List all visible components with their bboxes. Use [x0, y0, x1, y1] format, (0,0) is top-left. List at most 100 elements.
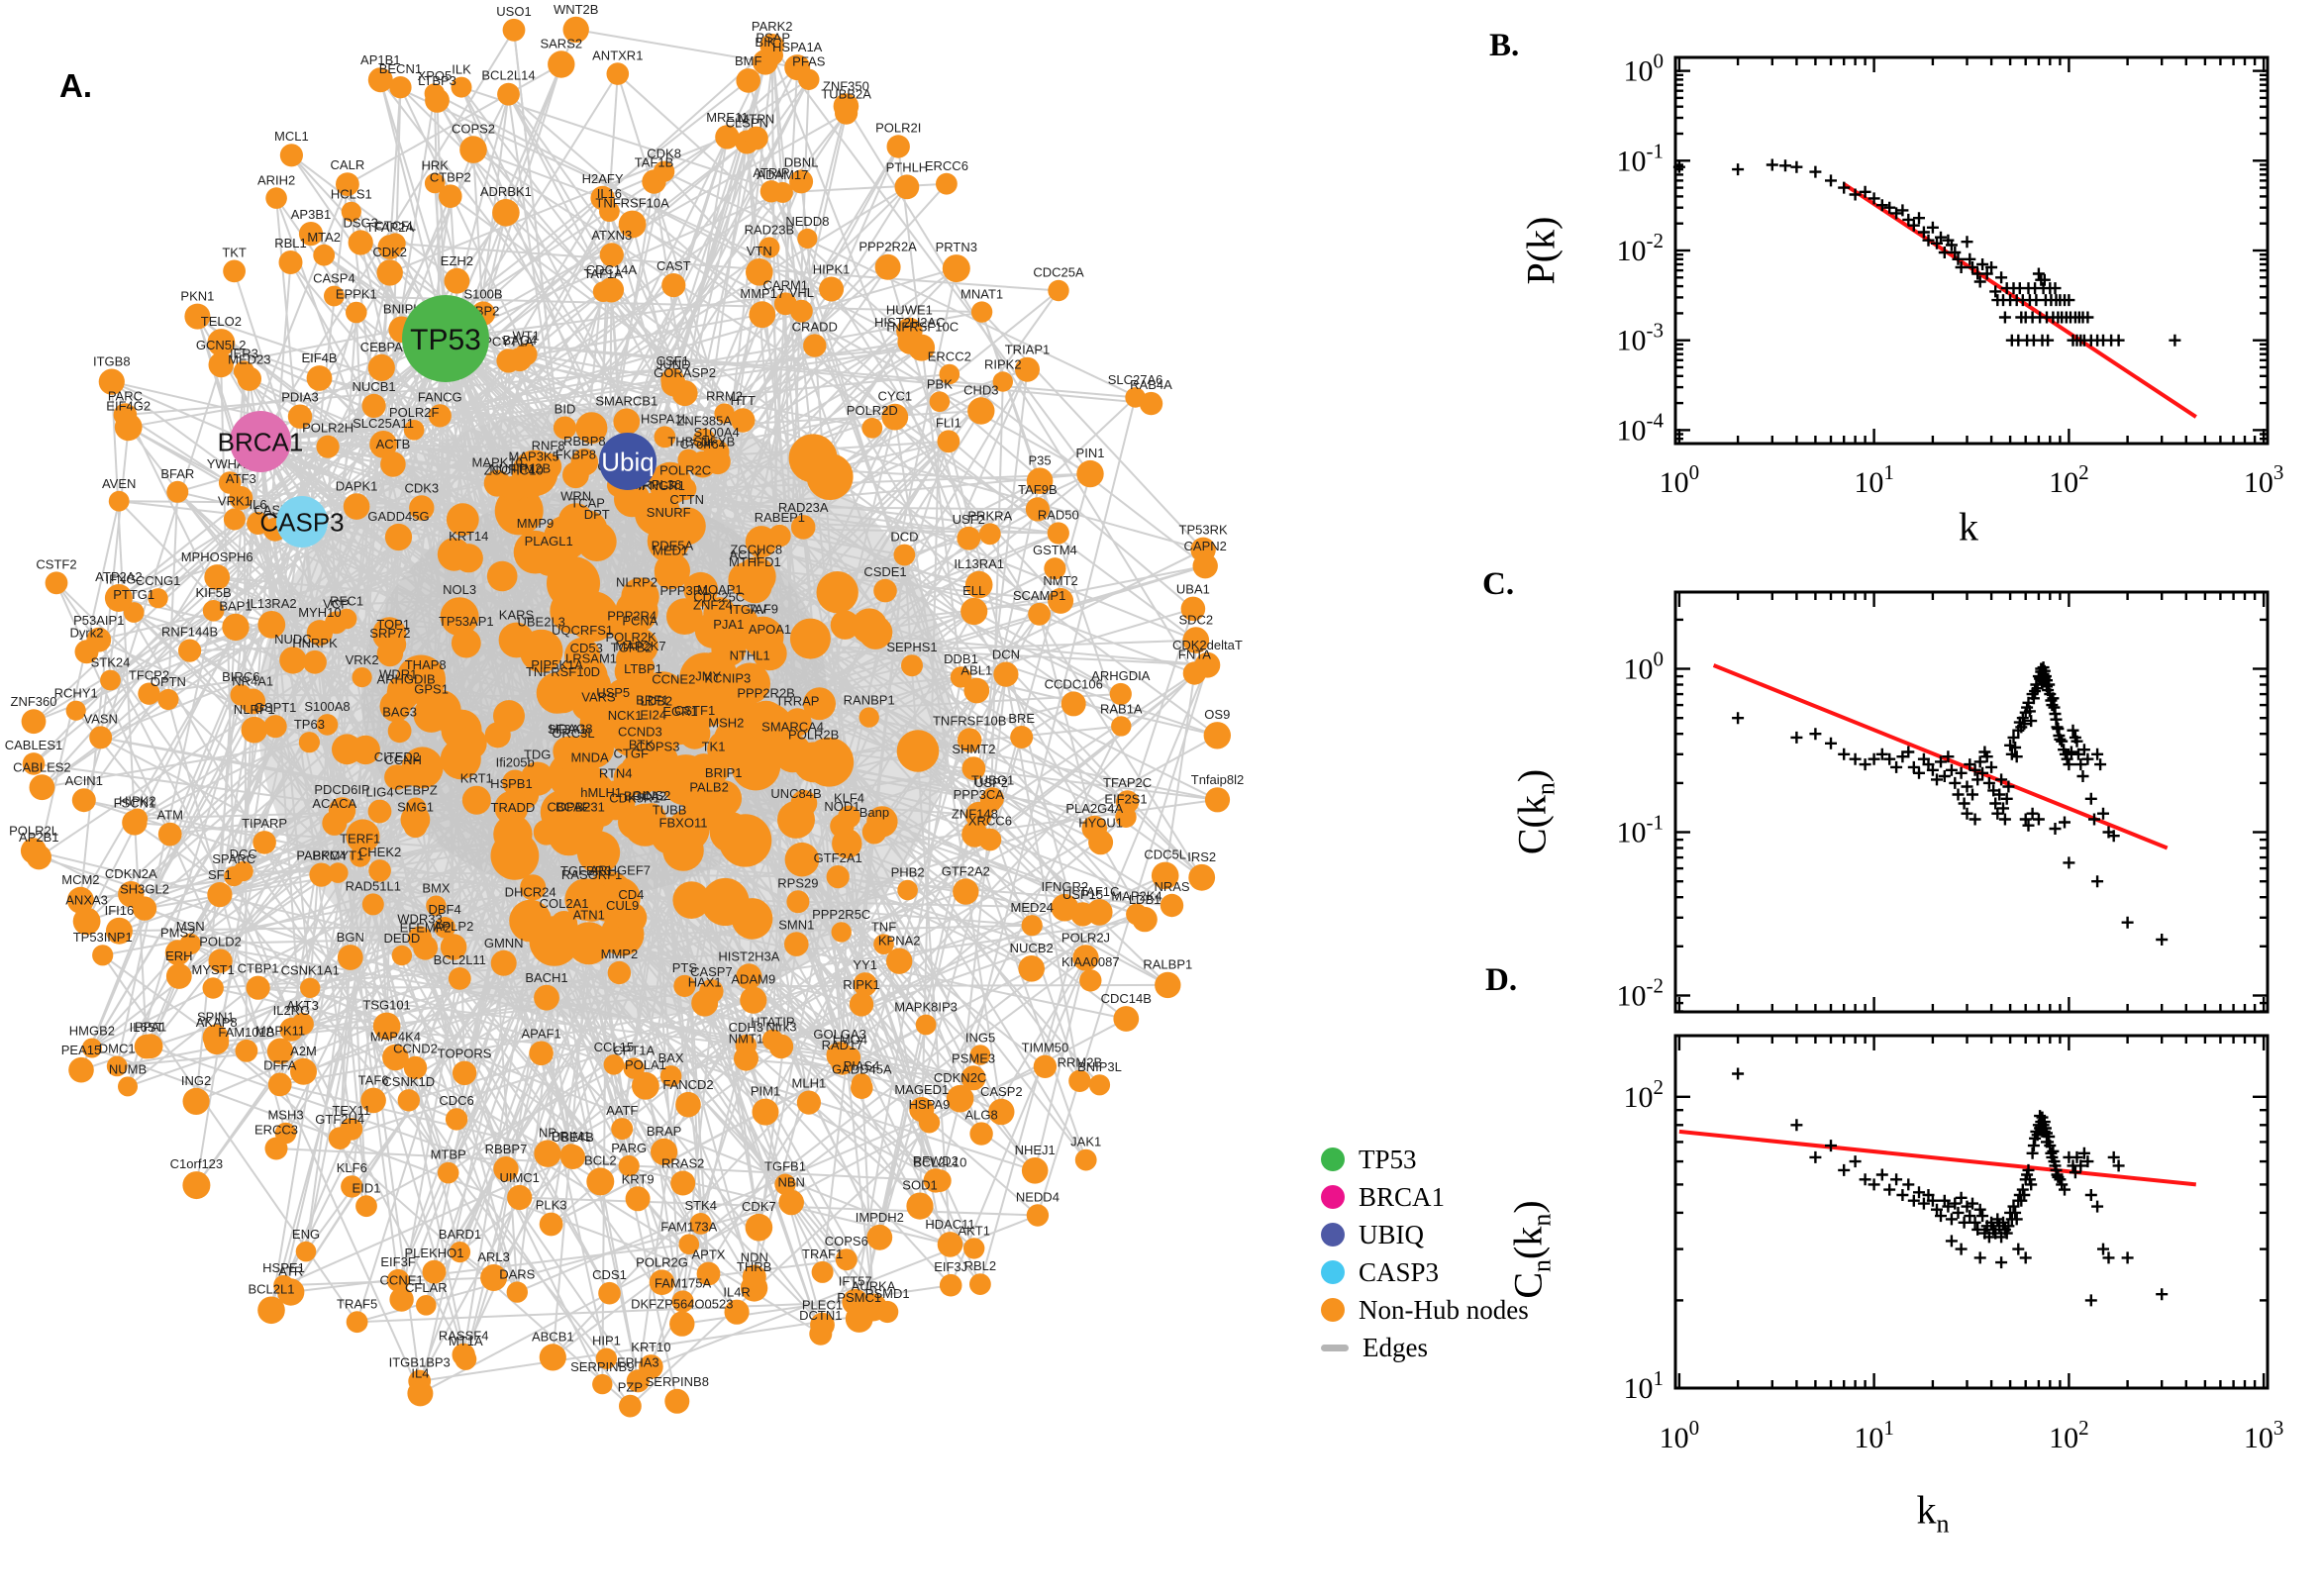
svg-text:UBA1: UBA1: [1176, 582, 1210, 597]
svg-text:MPHOSPH6: MPHOSPH6: [181, 549, 253, 564]
svg-text:ING5: ING5: [965, 1030, 995, 1045]
svg-text:DSG3: DSG3: [343, 215, 377, 230]
svg-text:NLRP2: NLRP2: [616, 575, 657, 590]
svg-text:RBBP8: RBBP8: [563, 434, 606, 449]
legend-item-casp3: CASP3: [1321, 1253, 1529, 1291]
svg-text:CITED2: CITED2: [374, 749, 420, 764]
svg-text:PCNA: PCNA: [622, 614, 657, 629]
svg-text:RCHY1: RCHY1: [54, 686, 98, 701]
svg-text:ZCCHC8: ZCCHC8: [730, 543, 782, 557]
svg-text:HMGB2: HMGB2: [69, 1023, 115, 1038]
svg-text:ITGB1BP3: ITGB1BP3: [389, 1355, 451, 1370]
svg-text:RFC1: RFC1: [330, 594, 363, 609]
y-axis-label-c: C(kn): [1509, 768, 1561, 855]
nonhub-node-icon: [1321, 1298, 1345, 1322]
svg-text:NHEJ1: NHEJ1: [1015, 1143, 1056, 1157]
svg-text:VCP: VCP: [323, 596, 350, 611]
svg-text:SERPINB9: SERPINB9: [570, 1359, 634, 1374]
svg-text:PJA1: PJA1: [713, 617, 744, 632]
svg-text:10-2: 10-2: [1617, 229, 1665, 267]
svg-text:CCNG1: CCNG1: [136, 573, 181, 588]
svg-text:GADD45A: GADD45A: [832, 1061, 892, 1076]
svg-text:CHD3: CHD3: [963, 382, 998, 397]
legend-label: UBIQ: [1359, 1219, 1424, 1249]
svg-text:TAF1A: TAF1A: [583, 266, 623, 281]
svg-text:100: 100: [1660, 460, 1700, 499]
svg-text:BARD1: BARD1: [439, 1227, 481, 1242]
svg-text:RAD51L1: RAD51L1: [346, 878, 401, 893]
svg-text:CDK5R1: CDK5R1: [609, 791, 659, 806]
svg-text:RABEP1: RABEP1: [755, 510, 805, 525]
svg-text:RIPK2: RIPK2: [984, 356, 1022, 371]
svg-text:ATR: ATR: [278, 1263, 303, 1278]
svg-text:WDR1: WDR1: [379, 667, 417, 682]
svg-text:SLC25A11: SLC25A11: [353, 416, 414, 431]
svg-text:RAD23B: RAD23B: [745, 222, 795, 237]
panel-label-b: B.: [1489, 28, 1520, 63]
svg-text:COPB2: COPB2: [547, 800, 590, 815]
svg-text:AKAP8: AKAP8: [196, 1015, 238, 1030]
svg-text:PRKRA: PRKRA: [967, 508, 1012, 523]
svg-text:MNAT1: MNAT1: [960, 286, 1003, 301]
svg-text:TKT: TKT: [222, 246, 247, 260]
svg-text:XRCC6: XRCC6: [968, 814, 1012, 829]
svg-text:CDC25A: CDC25A: [1033, 265, 1084, 280]
svg-text:hMLH1: hMLH1: [580, 785, 622, 800]
svg-text:CDK2: CDK2: [372, 245, 407, 259]
svg-text:DKFZP564O0523: DKFZP564O0523: [631, 1297, 733, 1312]
svg-text:HTATIP: HTATIP: [751, 1015, 794, 1030]
svg-text:BAP1: BAP1: [219, 599, 252, 614]
svg-text:RAD50: RAD50: [1038, 507, 1079, 522]
svg-text:BRF1: BRF1: [636, 692, 668, 707]
svg-text:TIPARP: TIPARP: [242, 816, 287, 831]
panel-label-d: D.: [1485, 962, 1518, 998]
network-node-labels: TAF1A TAF1B TAF1C TAF6 TAF9 TAF9B CEBPZ VRK1 GTF…: [5, 2, 1245, 1395]
svg-text:COPS3: COPS3: [636, 739, 679, 753]
svg-text:CHEK2: CHEK2: [358, 845, 401, 859]
svg-text:GSTM4: GSTM4: [1033, 543, 1077, 557]
svg-text:TAF1C: TAF1C: [1079, 884, 1119, 899]
svg-text:KPNA2: KPNA2: [878, 934, 921, 948]
svg-text:POLR2H: POLR2H: [302, 421, 354, 436]
svg-text:CSNK1A1: CSNK1A1: [281, 963, 340, 978]
plot-B-tick-labels: 100 10-1 10-2 10-3 10-4 100 101 102 103: [1617, 50, 2284, 499]
svg-text:PFAS: PFAS: [792, 54, 826, 69]
svg-text:100: 100: [1624, 50, 1665, 88]
svg-text:TP63: TP63: [294, 717, 325, 732]
svg-text:EIF4B: EIF4B: [301, 350, 337, 365]
svg-text:Ifi205b: Ifi205b: [496, 755, 535, 770]
svg-text:MAPK11: MAPK11: [255, 1024, 305, 1039]
svg-text:MYH10: MYH10: [298, 605, 341, 620]
svg-text:S100A8: S100A8: [304, 699, 350, 714]
svg-text:103: 103: [2244, 460, 2284, 499]
svg-text:TAF9: TAF9: [748, 602, 778, 617]
svg-text:HYOU1: HYOU1: [1078, 815, 1123, 830]
svg-text:POLR2I: POLR2I: [875, 120, 921, 135]
svg-text:CEBPA: CEBPA: [360, 340, 403, 354]
legend-item-tp53: TP53: [1321, 1141, 1529, 1178]
svg-text:ERCC6: ERCC6: [925, 158, 968, 173]
svg-text:THRB: THRB: [737, 1259, 771, 1274]
svg-text:TDG: TDG: [524, 747, 551, 761]
svg-text:MED1: MED1: [653, 543, 688, 557]
tp53-hub-icon: [1321, 1147, 1345, 1171]
plot-B-points: [1672, 158, 2181, 347]
svg-text:BRIP1: BRIP1: [705, 765, 743, 780]
network-nodes: [20, 16, 1232, 1418]
x-axis-label-b: k: [1959, 504, 1978, 549]
svg-text:TK1: TK1: [702, 740, 726, 754]
legend-label: CASP3: [1359, 1256, 1440, 1287]
svg-text:TAF9B: TAF9B: [1018, 482, 1058, 497]
svg-text:100: 100: [1624, 648, 1665, 686]
edge-icon: [1321, 1344, 1349, 1351]
svg-text:101: 101: [1854, 460, 1894, 499]
svg-text:KIF5B: KIF5B: [196, 585, 232, 600]
svg-text:SLC27A6: SLC27A6: [1108, 372, 1163, 387]
svg-text:HIST2H3A: HIST2H3A: [718, 948, 779, 963]
plot-D: 102 101 100 101 102 103: [1624, 1034, 2283, 1454]
svg-text:TUBB2A: TUBB2A: [821, 87, 871, 102]
svg-text:PKMYT1: PKMYT1: [312, 848, 363, 862]
svg-text:UIMC1: UIMC1: [499, 1170, 539, 1185]
svg-text:DMC1: DMC1: [99, 1042, 136, 1056]
